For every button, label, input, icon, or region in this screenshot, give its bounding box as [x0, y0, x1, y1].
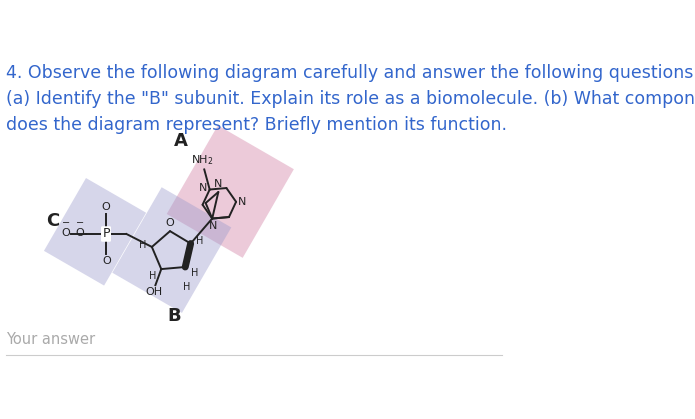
- Text: O: O: [75, 228, 84, 238]
- Text: H: H: [140, 241, 147, 251]
- Text: N: N: [238, 197, 246, 207]
- Polygon shape: [167, 125, 294, 258]
- Text: C: C: [46, 212, 59, 230]
- Text: H: H: [191, 269, 199, 279]
- Text: O: O: [61, 228, 70, 238]
- Text: A: A: [174, 132, 188, 150]
- Text: −: −: [62, 218, 70, 228]
- Text: P: P: [102, 228, 110, 241]
- Polygon shape: [113, 187, 231, 313]
- Text: H: H: [196, 236, 203, 246]
- Text: N: N: [213, 179, 222, 189]
- Text: N: N: [208, 222, 217, 231]
- Text: N: N: [198, 183, 206, 193]
- Text: NH$_2$: NH$_2$: [191, 153, 213, 166]
- Text: 4. Observe the following diagram carefully and answer the following questions.
(: 4. Observe the following diagram careful…: [6, 65, 695, 134]
- Text: −: −: [76, 218, 84, 228]
- Text: O: O: [102, 256, 111, 266]
- Text: O: O: [165, 218, 174, 228]
- Text: O: O: [101, 202, 111, 212]
- Text: B: B: [167, 307, 181, 325]
- Text: OH: OH: [145, 287, 163, 297]
- Text: H: H: [149, 271, 157, 281]
- Polygon shape: [44, 178, 146, 286]
- Text: H: H: [183, 282, 190, 292]
- Text: Your answer: Your answer: [6, 331, 95, 347]
